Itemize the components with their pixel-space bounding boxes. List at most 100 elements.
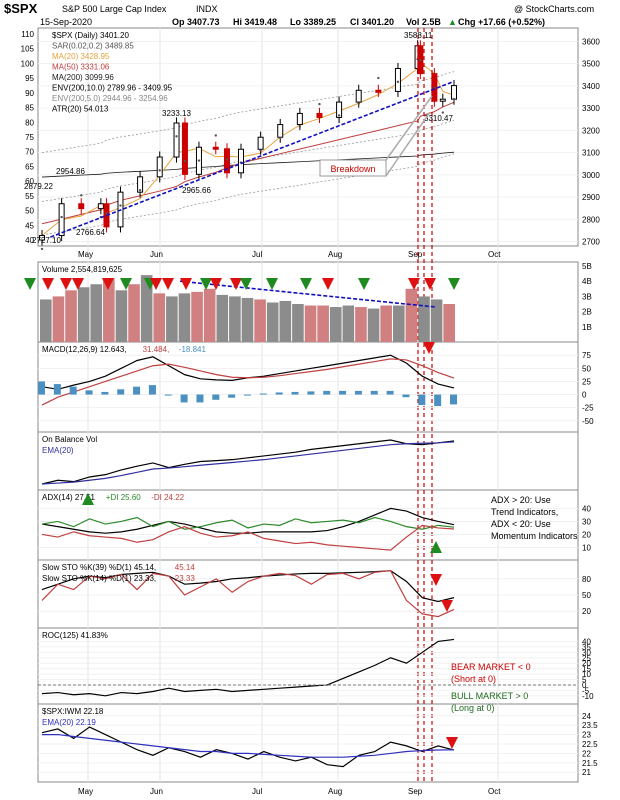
minus-di-legend: -DI 24.22	[151, 493, 184, 502]
indicator-down-arrow-icon	[446, 737, 458, 749]
volume-bar	[418, 296, 430, 342]
price-tick-label: 2700	[582, 238, 600, 247]
indicator-down-arrow-icon	[423, 342, 435, 354]
sar-dot	[80, 194, 83, 197]
sar-dot	[175, 135, 178, 138]
open-value: Op 3407.73	[172, 17, 220, 27]
month-tick-label: Oct	[488, 787, 501, 796]
volume-bar	[317, 305, 329, 342]
macd-histogram-bar	[307, 391, 315, 395]
candle-body	[173, 122, 180, 158]
macd-histogram-bar	[244, 394, 251, 396]
indicator-tick-label: 25	[582, 377, 591, 386]
volume-down-arrow-icon	[150, 278, 162, 290]
indicator-tick-label: -5	[582, 686, 590, 695]
price-annotation-label: 3310.47	[424, 114, 453, 123]
sar-dot	[183, 159, 187, 163]
volume-up-arrow-icon	[120, 278, 132, 290]
atr-tick-label: 110	[21, 30, 34, 39]
price-tick-label: 3600	[582, 37, 600, 46]
indicator-tick-label: 15	[582, 665, 591, 674]
volume-down-arrow-icon	[424, 278, 436, 290]
month-tick-label: Jun	[150, 787, 163, 796]
volume-tick-label: 5B	[582, 262, 592, 271]
price-tick-label: 3100	[582, 149, 600, 158]
macd-histogram-bar	[196, 394, 204, 403]
price-legend-env200_10: ENV(200,10.0) 2789.96 - 3409.95	[52, 84, 173, 93]
volume-value: Vol 2.5B	[406, 17, 441, 27]
indicator-tick-label: 21.5	[582, 759, 598, 768]
spx-iwm-ema-legend: EMA(20) 22.19	[42, 718, 96, 727]
volume-bar	[405, 288, 418, 342]
candle-body	[137, 176, 144, 193]
sar-dot	[396, 80, 400, 84]
volume-down-arrow-icon	[210, 278, 222, 290]
chart-date: 15-Sep-2020	[40, 17, 93, 27]
volume-bar	[52, 296, 65, 342]
macd-hist-legend: -18.841	[179, 345, 207, 354]
macd-histogram-bar	[418, 394, 426, 406]
month-tick-label: Jul	[252, 787, 262, 796]
sto39-d-legend: 45.14	[175, 563, 196, 572]
price-legend-price: $SPX (Daily) 3401.20	[52, 31, 129, 40]
adx-note-line: ADX < 20: Use	[491, 519, 551, 529]
bear-market-note: BEAR MARKET < 0	[451, 662, 531, 672]
macd-line	[41, 354, 455, 390]
candle-body	[277, 124, 284, 138]
atr-tick-label: 60	[25, 177, 34, 186]
volume-bar	[191, 291, 203, 342]
indicator-tick-label: 35	[582, 643, 591, 652]
volume-bar	[342, 305, 355, 342]
high-value: Hi 3419.48	[233, 17, 278, 27]
candle-body	[375, 89, 382, 93]
volume-bar	[279, 300, 292, 342]
price-legend-atr: ATR(20) 54.013	[52, 105, 109, 114]
pane-frame	[37, 27, 579, 247]
volume-bar	[115, 290, 128, 342]
volume-down-arrow-icon	[180, 278, 192, 290]
breakdown-pointer	[385, 111, 431, 177]
macd-histogram-bar	[339, 390, 347, 395]
bull-market-note: (Long at 0)	[451, 703, 495, 713]
candle-body	[97, 203, 104, 210]
indicator-tick-label: 10	[582, 543, 591, 552]
macd-histogram-bar	[117, 389, 125, 395]
breakdown-pointer	[385, 95, 433, 161]
sto39-legend: Slow STO %K(39) %D(1) 45.14,	[42, 563, 156, 572]
volume-bar	[380, 305, 392, 342]
volume-down-arrow-icon	[408, 278, 420, 290]
price-tick-label: 3000	[582, 171, 600, 180]
month-tick-label: Aug	[328, 250, 342, 259]
month-tick-label: Sep	[408, 250, 423, 259]
indicator-down-arrow-icon	[441, 600, 453, 612]
candle-body	[336, 101, 343, 118]
price-tick-label: 3200	[582, 126, 600, 135]
adx-note-line: Momentum Indicators	[491, 531, 578, 541]
sar-dot	[419, 59, 422, 62]
atr-tick-label: 95	[25, 74, 34, 83]
price-tick-label: 3300	[582, 104, 600, 113]
sar-dot	[225, 158, 229, 161]
volume-down-arrow-icon	[162, 278, 174, 290]
candle-body	[156, 156, 163, 178]
close-value: Cl 3401.20	[350, 17, 395, 27]
volume-up-arrow-icon	[266, 278, 278, 290]
volume-down-arrow-icon	[72, 278, 84, 290]
indicator-tick-label: 40	[582, 637, 591, 646]
atr-tick-label: 105	[21, 45, 35, 54]
volume-tick-label: 3B	[582, 292, 592, 301]
volume-down-arrow-icon	[42, 278, 54, 290]
bear-market-note: (Short at 0)	[451, 674, 496, 684]
macd-histogram-bar	[370, 390, 378, 395]
sar-dot	[138, 188, 142, 192]
macd-signal-line	[41, 358, 455, 406]
stockcharts-watermark: @ StockCharts.com	[514, 4, 595, 14]
sar-dot	[259, 149, 262, 152]
roc-line	[41, 638, 455, 697]
bull-market-note: BULL MARKET > 0	[451, 691, 528, 701]
adx-note-line: ADX > 20: Use	[491, 495, 551, 505]
price-annotation-label: 3233.13	[162, 109, 191, 118]
price-annotation-label: 2766.64	[76, 228, 105, 237]
indicator-tick-label: -25	[582, 404, 594, 413]
